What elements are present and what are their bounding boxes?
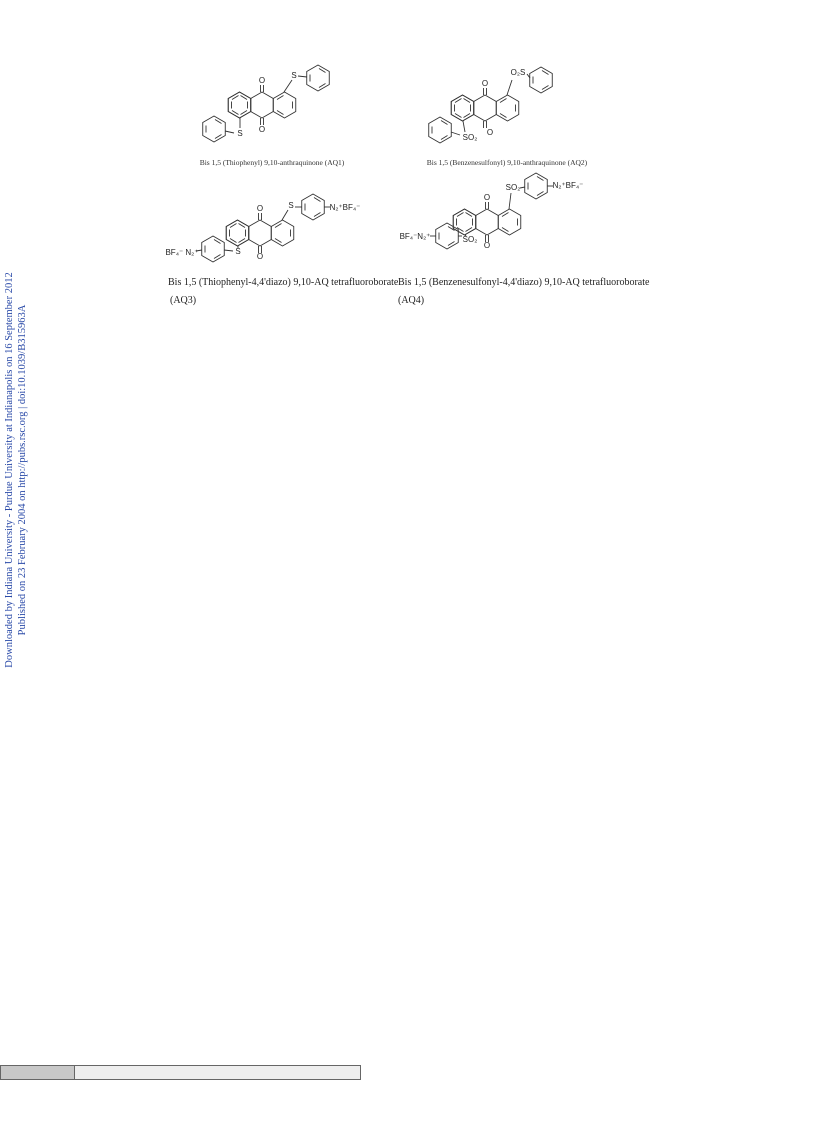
caption: Bis 1,5 (Thiophenyl-4,4'diazo) 9,10-AQ t… [168,277,399,288]
caption: Bis 1,5 (Benzenesulfonyl) 9,10-anthraqui… [427,158,588,167]
atom-label: N₂⁺BF₄⁻ [553,181,584,190]
structure-aq2: O O₂S SO₂ O Bis 1,5 (Benzenesulfonyl) 9,… [427,67,588,167]
atom-label: O [257,252,263,261]
atom-label: S [235,247,240,256]
sidebar: Downloaded by Indiana University - Purdu… [4,272,28,667]
structure-aq3: O S N₂⁺BF₄⁻ BF₄⁻ N₂⁺ S O Bis 1,5 (Thioph… [165,194,399,306]
atom-label: O [259,76,265,85]
footer-bar [0,1065,361,1080]
atom-label: O [487,128,493,137]
atom-label: BF₄⁻N₂⁺ [400,232,431,241]
atom-label: O [484,193,490,202]
structure-aq1: O S S O Bis 1,5 (Thiophenyl) 9,10-anthra… [200,65,345,167]
atom-label: S [291,71,296,80]
atom-label: O [482,79,488,88]
atom-label: O [259,125,265,134]
sidebar-line: Published on 23 February 2004 on http://… [17,304,28,635]
structure-aq4: SO₂ N₂⁺BF₄⁻ O BF₄⁻N₂⁺ SO₂ O Bis 1,5 (Ben… [398,173,650,306]
atom-label: O [484,241,490,250]
caption: Bis 1,5 (Benzenesulfonyl-4,4'diazo) 9,10… [398,277,650,288]
caption: Bis 1,5 (Thiophenyl) 9,10-anthraquinone … [200,158,345,167]
caption: (AQ4) [398,295,424,306]
sidebar-line: Downloaded by Indiana University - Purdu… [4,272,15,667]
atom-label: S [237,129,242,138]
atom-label: N₂⁺BF₄⁻ [330,203,361,212]
atom-label: SO₂ [463,133,478,142]
atom-label: S [288,201,293,210]
atom-label: SO₂ [506,183,521,192]
atom-label: O [257,204,263,213]
atom-label: O₂S [511,68,526,77]
atom-label: BF₄⁻ N₂⁺ [165,248,198,257]
atom-label: SO₂ [463,235,478,244]
caption: (AQ3) [170,295,196,306]
